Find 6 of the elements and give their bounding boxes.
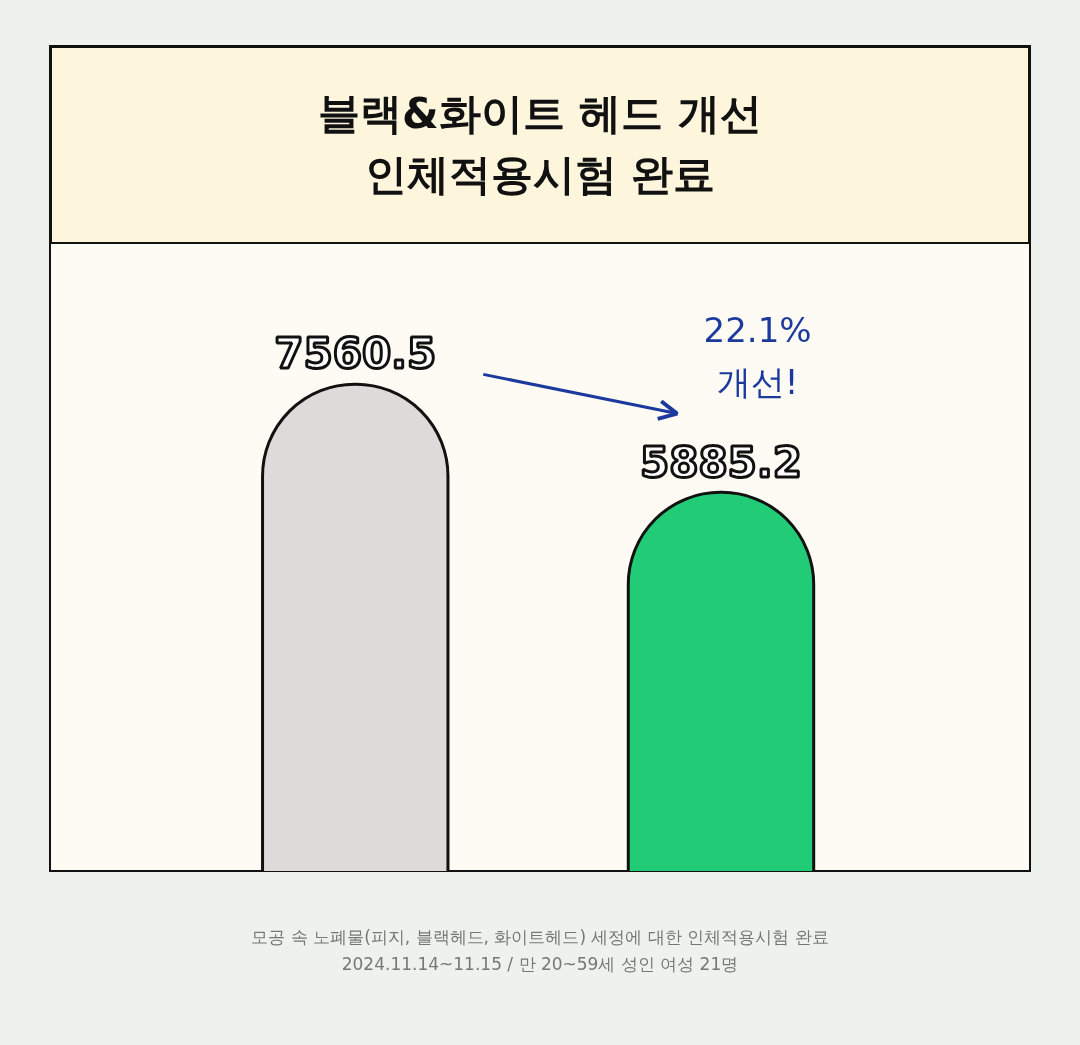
text: 모공 속 노폐물(피지, 블랙헤드, 화이트헤드) 세정에 대한 인체적용시험 완료: [251, 927, 829, 947]
text: 2024.11.14~11.15 / 만 20~59세 성인 여성 21명: [341, 954, 739, 975]
data-label: 7560.5: [274, 329, 437, 379]
data-label: 5885.2: [639, 437, 803, 487]
annotation: 22.1% 개선!: [703, 309, 812, 402]
chart-title: 블랙&화이트 헤드 개선 인체적용시험 완료: [318, 88, 762, 201]
